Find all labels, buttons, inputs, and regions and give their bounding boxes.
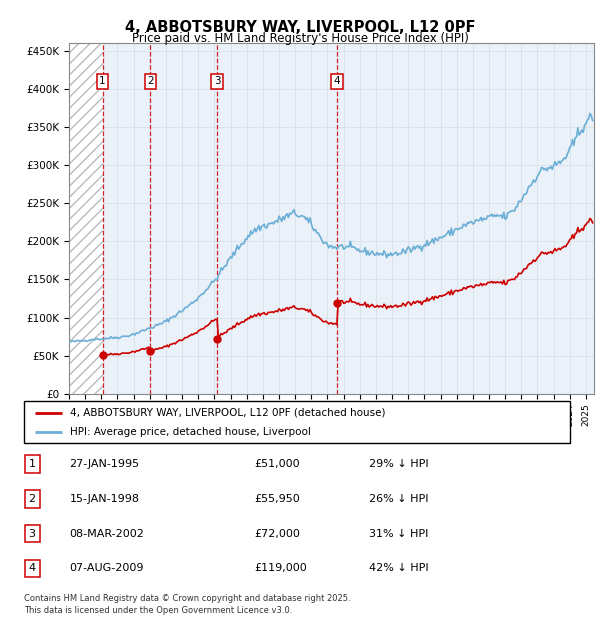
Text: 26% ↓ HPI: 26% ↓ HPI (369, 494, 428, 503)
Bar (337, 43, 594, 394)
Text: 31% ↓ HPI: 31% ↓ HPI (369, 529, 428, 539)
Bar (69, 43, 103, 394)
Bar (217, 43, 337, 394)
Text: 2: 2 (147, 76, 154, 86)
Text: 08-MAR-2002: 08-MAR-2002 (70, 529, 145, 539)
Bar (103, 43, 151, 394)
Text: 4, ABBOTSBURY WAY, LIVERPOOL, L12 0PF: 4, ABBOTSBURY WAY, LIVERPOOL, L12 0PF (125, 20, 475, 35)
Text: 07-AUG-2009: 07-AUG-2009 (70, 564, 144, 574)
Text: HPI: Average price, detached house, Liverpool: HPI: Average price, detached house, Live… (70, 427, 311, 437)
Text: £55,950: £55,950 (254, 494, 299, 503)
Text: 4, ABBOTSBURY WAY, LIVERPOOL, L12 0PF (detached house): 4, ABBOTSBURY WAY, LIVERPOOL, L12 0PF (d… (70, 407, 386, 417)
Text: Price paid vs. HM Land Registry's House Price Index (HPI): Price paid vs. HM Land Registry's House … (131, 32, 469, 45)
Text: 42% ↓ HPI: 42% ↓ HPI (369, 564, 429, 574)
Text: 3: 3 (214, 76, 221, 86)
Bar (69, 43, 103, 394)
Text: 15-JAN-1998: 15-JAN-1998 (70, 494, 140, 503)
Text: £119,000: £119,000 (254, 564, 307, 574)
Text: 29% ↓ HPI: 29% ↓ HPI (369, 459, 429, 469)
Text: 4: 4 (29, 564, 36, 574)
Text: £72,000: £72,000 (254, 529, 300, 539)
Text: Contains HM Land Registry data © Crown copyright and database right 2025.
This d: Contains HM Land Registry data © Crown c… (24, 594, 350, 615)
Text: £51,000: £51,000 (254, 459, 299, 469)
Bar (151, 43, 217, 394)
Text: 2: 2 (29, 494, 36, 503)
Text: 1: 1 (99, 76, 106, 86)
Text: 4: 4 (334, 76, 340, 86)
Text: 1: 1 (29, 459, 35, 469)
Text: 27-JAN-1995: 27-JAN-1995 (70, 459, 140, 469)
Text: 3: 3 (29, 529, 35, 539)
